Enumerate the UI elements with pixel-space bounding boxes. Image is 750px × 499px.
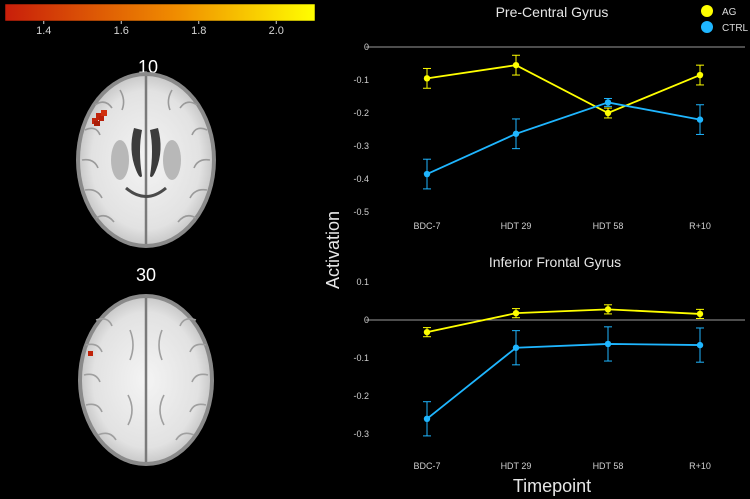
x-axis-title: Timepoint [513,476,591,496]
legend: AG CTRL [701,5,749,34]
y-axis-title: Activation [323,211,343,289]
series-line [426,64,701,114]
chart-pre-central-gyrus: Pre-Central Gyrus 0 -0.1 -0.2 -0.3 -0.4 -0.5 BD… [353,4,745,231]
data-point [512,61,520,69]
data-point [604,109,612,117]
legend-label-ag: AG [722,7,737,18]
series-line [426,101,701,175]
colorbar-strip [4,3,316,22]
y-tick-label: 0 [364,42,369,52]
activation-cluster-2 [88,351,93,356]
x-tick-label: HDT 58 [593,461,624,471]
data-point [512,309,520,317]
ventricle-right-1 [150,128,161,178]
x-tick-label: HDT 29 [501,221,532,231]
y-tick-label: -0.3 [353,141,369,151]
colorbar-tick-label: 1.6 [114,25,129,37]
colorbar-tick-label: 1.4 [36,25,51,37]
chart-title: Inferior Frontal Gyrus [489,254,621,270]
data-point [696,310,704,318]
y-tick-label: 0 [364,315,369,325]
x-tick-label: BDC-7 [413,221,440,231]
basal-ganglia-right-1 [163,140,181,180]
brain-sulci-2 [83,318,209,441]
x-tick-label: R+10 [689,221,711,231]
legend-marker-ctrl [701,21,713,33]
colorbar-tick-label: 1.8 [191,25,206,37]
brain-sulci-1 [81,89,211,223]
basal-ganglia-left-1 [111,140,129,180]
data-point [604,306,612,313]
data-point [696,116,704,123]
y-tick-label: -0.1 [353,75,369,85]
data-point [423,415,431,422]
brain-slices: 10 [76,57,216,466]
activation-cluster-1 [92,110,107,126]
legend-item-ag: AG [701,5,737,18]
data-point [423,170,431,178]
x-tick-label: R+10 [689,461,711,471]
x-tick-label: HDT 29 [501,461,532,471]
x-tick-label: HDT 58 [593,221,624,231]
y-tick-label: -0.4 [353,174,369,184]
data-point [423,75,431,82]
y-tick-label: -0.2 [353,108,369,118]
data-point [604,340,612,348]
colorbar-tick-label: 2.0 [269,25,284,37]
brain-slice-1: 10 [76,57,216,248]
legend-item-ctrl: CTRL [701,21,749,34]
data-point [512,344,520,351]
brain-slice-2: 30 [78,265,214,466]
colorbar-ticks: 1.4 1.6 1.8 2.0 [36,21,284,37]
y-tick-label: 0.1 [356,277,369,287]
y-tick-label: -0.3 [353,429,369,439]
posterior-horn-1 [125,186,167,198]
slice-label-2: 30 [136,265,156,285]
y-tick-label: -0.5 [353,207,369,217]
series-ctrl [423,97,704,190]
data-point [604,99,612,106]
series-ag [423,304,704,338]
y-tick-label: -0.1 [353,353,369,363]
data-point [423,328,431,336]
y-tick-label: -0.2 [353,391,369,401]
chart-inferior-frontal-gyrus: Inferior Frontal Gyrus 0.1 0 -0.1 -0.2 -0.3 BD… [353,254,745,471]
ventricle-left-1 [131,128,142,178]
series-line [426,308,701,334]
data-point [512,130,520,137]
slice-label-1: 10 [138,57,158,77]
x-tick-label: BDC-7 [413,461,440,471]
chart-title: Pre-Central Gyrus [496,4,609,20]
colorbar: 1.4 1.6 1.8 2.0 [4,3,316,37]
legend-label-ctrl: CTRL [722,23,749,34]
series-ag [423,54,704,119]
series-line [426,343,701,420]
legend-marker-ag [701,5,713,17]
series-ctrl [423,326,704,437]
data-point [696,341,704,349]
data-point [696,71,704,79]
